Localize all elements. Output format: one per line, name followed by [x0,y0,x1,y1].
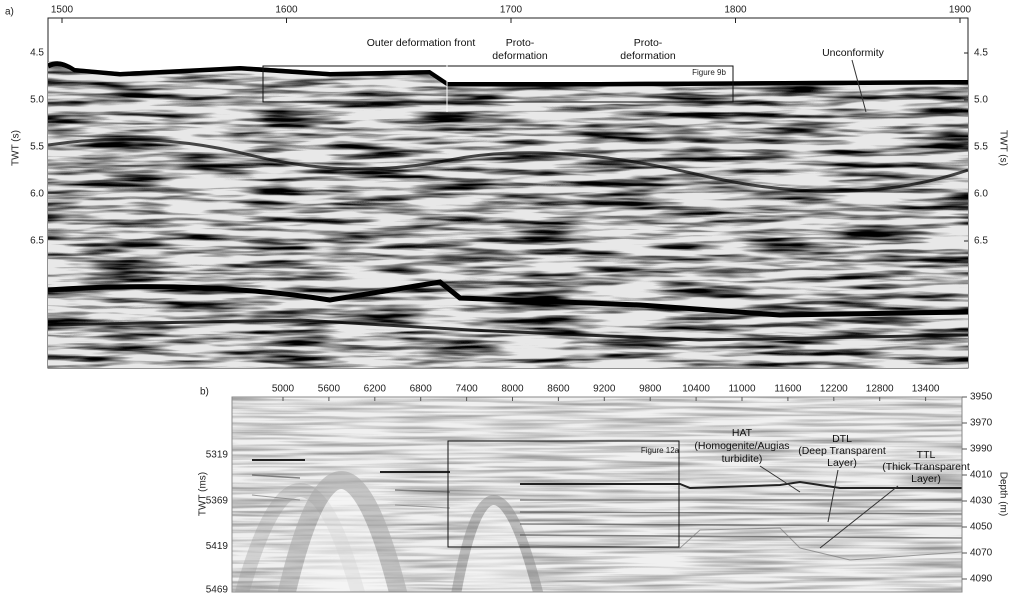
y-tick-label: 6.5 [30,236,44,247]
annotation: TTL [917,449,936,461]
y-tick-label: 5.5 [30,142,44,153]
annotation: HAT [732,427,753,439]
y-tick-label: 3950 [970,392,993,403]
y-tick-label: 6.0 [30,189,44,200]
annotation: (Thick Transparent [882,461,970,473]
y-axis-title: TWT (ms) [198,472,209,516]
y-axis-title: TWT (s) [11,130,22,166]
x-tick-label: 9200 [593,384,616,395]
annotation: Proto- [506,37,535,49]
annotation: Outer deformation front [367,37,476,49]
x-tick-label: 11000 [728,384,756,395]
y-tick-label: 5369 [206,495,229,506]
figure: a) TWT (s) TWT (s) Outer deformation fro… [0,0,1013,601]
panel-label: a) [5,7,14,18]
y-tick-label: 6.0 [974,189,988,200]
y-tick-label: 4.5 [974,48,988,59]
y-tick-label: 5.5 [974,142,988,153]
annotation: Proto- [634,37,663,49]
annotation: (Homogenite/Augias [694,440,789,452]
y-tick-label: 5.0 [974,95,988,106]
x-tick-label: 6200 [364,384,387,395]
y-tick-label: 4010 [970,470,993,481]
x-tick-label: 1800 [724,5,747,16]
x-tick-label: 11600 [774,384,802,395]
y-tick-label: 5469 [206,585,229,596]
x-tick-label: 12800 [866,384,894,395]
figure-box-label: Figure 9b [692,68,726,77]
figure-box-label: Figure 12a [641,446,680,455]
y-tick-label: 6.5 [974,236,988,247]
annotation: deformation [492,50,548,62]
y-tick-label: 4050 [970,522,993,533]
x-tick-label: 13400 [912,384,940,395]
y-tick-label: 3970 [970,418,993,429]
x-tick-label: 10400 [682,384,710,395]
x-tick-label: 9800 [639,384,662,395]
annotation: Layer) [827,457,857,469]
x-tick-label: 12200 [820,384,848,395]
y-tick-label: 4090 [970,574,993,585]
x-tick-label: 5000 [272,384,295,395]
x-tick-label: 8000 [501,384,524,395]
y-axis-title: Depth (m) [997,472,1008,516]
y-tick-label: 5.0 [30,95,44,106]
x-tick-label: 1600 [275,5,298,16]
annotation: deformation [620,50,676,62]
y-tick-label: 5419 [206,541,229,552]
y-tick-label: 3990 [970,444,993,455]
panel-label: b) [200,387,209,398]
x-tick-label: 7400 [455,384,478,395]
x-tick-label: 5600 [318,384,341,395]
x-tick-label: 1900 [949,5,972,16]
x-tick-label: 6800 [410,384,433,395]
annotation: Unconformity [822,47,885,59]
y-tick-label: 5319 [206,450,229,461]
annotation: turbidite) [722,453,763,465]
y-tick-label: 4.5 [30,48,44,59]
y-tick-label: 4070 [970,548,993,559]
x-tick-label: 1700 [500,5,523,16]
annotation: (Deep Transparent [798,445,886,457]
seismic-section-b [232,397,962,600]
annotation: DTL [832,433,852,445]
y-axis-title: TWT (s) [997,130,1008,166]
x-tick-label: 1500 [51,5,74,16]
y-tick-label: 4030 [970,496,993,507]
annotation: Layer) [911,473,941,485]
x-tick-label: 8600 [547,384,570,395]
